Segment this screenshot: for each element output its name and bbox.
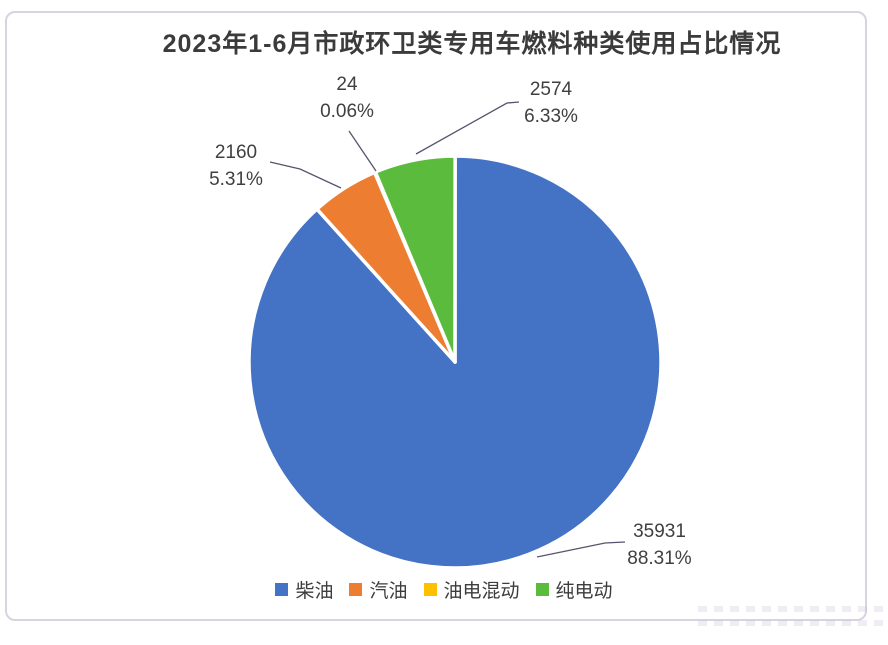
legend-item-electric: 纯电动 bbox=[535, 576, 613, 603]
leader-line-hybrid bbox=[348, 130, 377, 172]
legend-label-hybrid: 油电混动 bbox=[443, 580, 520, 602]
legend-item-diesel: 柴油 bbox=[275, 576, 333, 603]
data-label-gasoline-value: 2160 bbox=[214, 142, 258, 163]
leader-line-diesel bbox=[536, 541, 626, 558]
legend-swatch-diesel-icon bbox=[275, 583, 289, 596]
legend-label-gasoline: 汽油 bbox=[369, 580, 408, 602]
data-label-hybrid-pct: 0.06% bbox=[320, 101, 374, 122]
watermark bbox=[698, 600, 888, 634]
legend: 柴油 汽油 油电混动 纯电动 bbox=[0, 576, 888, 603]
data-label-electric-pct: 6.33% bbox=[524, 106, 578, 127]
chart-title: 2023年1-6月市政环卫类专用车燃料种类使用占比情况 bbox=[162, 30, 782, 58]
data-label-electric-value: 2574 bbox=[529, 79, 573, 100]
data-label-gasoline-pct: 5.31% bbox=[209, 169, 263, 190]
chart-frame-border bbox=[5, 11, 867, 621]
data-label-electric: 2574 6.33% bbox=[511, 76, 591, 130]
data-label-diesel-pct: 88.31% bbox=[627, 548, 692, 569]
leader-line-electric bbox=[415, 101, 520, 155]
legend-item-hybrid: 油电混动 bbox=[423, 576, 520, 603]
data-label-hybrid-value: 24 bbox=[336, 74, 358, 95]
leader-line-gasoline bbox=[269, 161, 342, 189]
legend-label-electric: 纯电动 bbox=[555, 580, 613, 602]
legend-label-diesel: 柴油 bbox=[295, 580, 334, 602]
data-label-gasoline: 2160 5.31% bbox=[196, 139, 276, 193]
data-label-diesel-value: 35931 bbox=[633, 521, 686, 542]
legend-swatch-electric-icon bbox=[535, 583, 549, 596]
data-label-diesel: 35931 88.31% bbox=[612, 518, 707, 572]
legend-item-gasoline: 汽油 bbox=[349, 576, 408, 603]
legend-swatch-gasoline-icon bbox=[349, 583, 363, 596]
legend-swatch-hybrid-icon bbox=[423, 583, 437, 596]
data-label-hybrid: 24 0.06% bbox=[307, 71, 387, 125]
pie-slice-纯电动 bbox=[373, 154, 457, 364]
